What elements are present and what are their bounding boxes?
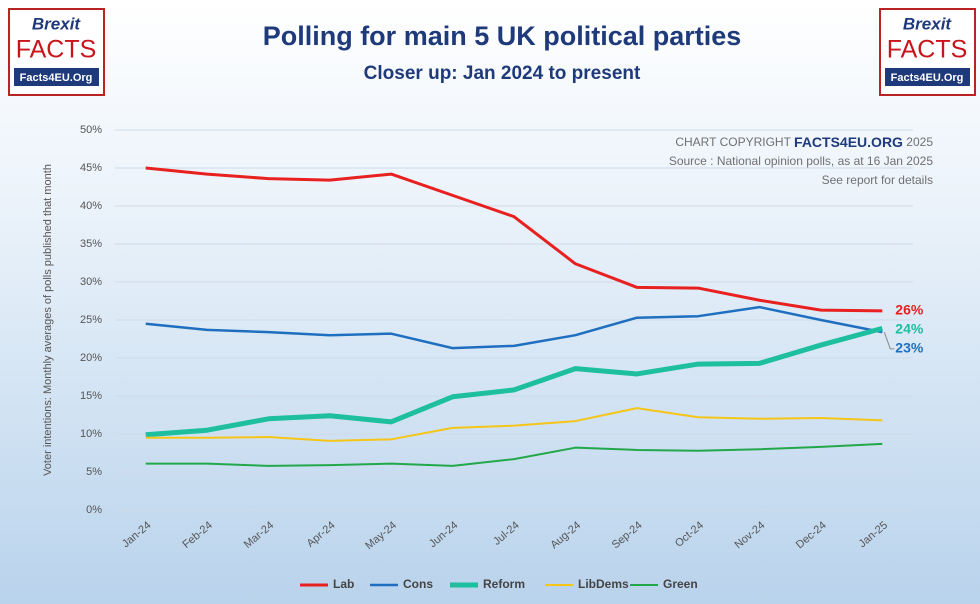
chart-subtitle: Closer up: Jan 2024 to present (364, 63, 641, 84)
y-tick-label: 15% (80, 390, 102, 402)
series-line (145, 325, 883, 438)
y-tick-label: 50% (80, 124, 102, 136)
label-leader (883, 331, 895, 350)
logo-name: FACTS (16, 36, 97, 64)
y-tick-label: 40% (80, 200, 102, 212)
logo-brand: Brexit (32, 14, 82, 33)
series-line (145, 166, 883, 313)
logo-right: Brexit FACTS Facts4EU.Org (879, 8, 976, 96)
value-label: 26% (895, 302, 924, 318)
chart-title: Polling for main 5 UK political parties (263, 21, 742, 51)
series-line (145, 407, 883, 442)
logo-site: Facts4EU.Org (20, 72, 93, 84)
legend-label: LibDems (578, 577, 629, 591)
logo-site: Facts4EU.Org (891, 72, 964, 84)
y-tick-label: 25% (80, 314, 102, 326)
logo-left: Brexit FACTS Facts4EU.Org (8, 8, 105, 96)
logo-name: FACTS (887, 36, 968, 64)
y-tick-label: 30% (80, 276, 102, 288)
series-line (145, 442, 883, 467)
copyright-year: 2025 (906, 135, 933, 149)
series-line (145, 305, 883, 350)
y-tick-label: 35% (80, 238, 102, 250)
y-axis-label: Voter intentions: Monthly averages of po… (42, 164, 54, 476)
copyright-prefix: CHART COPYRIGHT (675, 135, 791, 149)
value-label: 24% (895, 321, 924, 337)
y-tick-label: 20% (80, 352, 102, 364)
y-tick-label: 5% (86, 466, 102, 478)
copyright: CHART COPYRIGHT FACTS4EU.ORG 2025 (675, 134, 933, 150)
legend-label: Reform (483, 577, 525, 591)
y-tick-label: 0% (86, 504, 102, 516)
logo-brand: Brexit (903, 14, 953, 33)
note: See report for details (822, 173, 933, 187)
logo-band (885, 68, 970, 86)
legend-label: Cons (403, 577, 433, 591)
logo-band (14, 68, 99, 86)
copyright-brand: FACTS4EU.ORG (794, 134, 903, 150)
legend-label: Green (663, 577, 698, 591)
value-label: 23% (895, 340, 924, 356)
y-tick-label: 45% (80, 162, 102, 174)
y-tick-label: 10% (80, 428, 102, 440)
legend-label: Lab (333, 577, 354, 591)
source: Source : National opinion polls, as at 1… (669, 154, 934, 168)
